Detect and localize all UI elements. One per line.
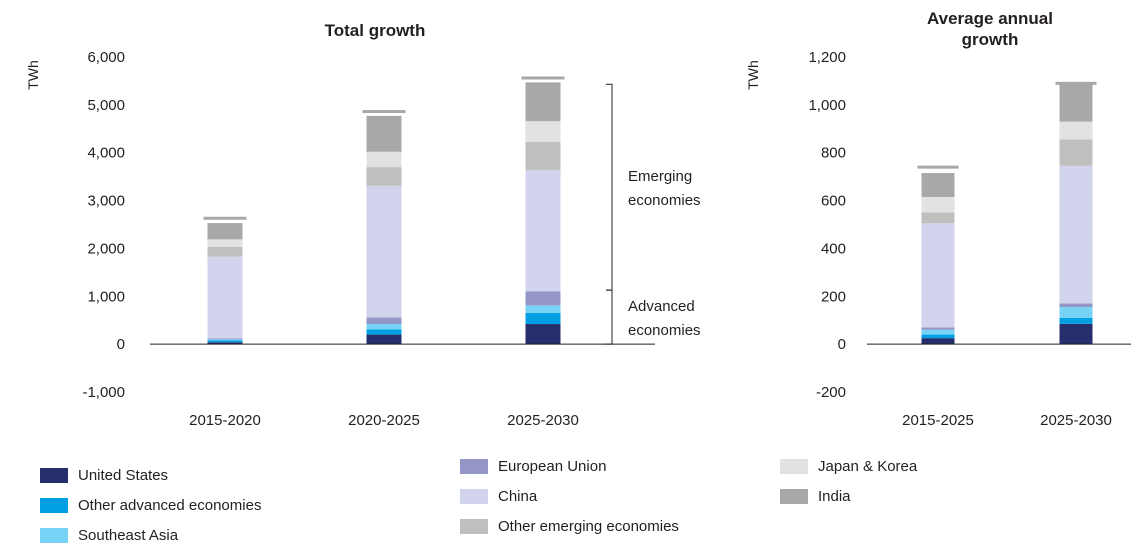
bar-segment-united-states xyxy=(1059,323,1093,345)
bar-segment-india xyxy=(525,82,561,122)
y-axis-label: TWh xyxy=(745,60,761,90)
bar-segment-china xyxy=(207,256,243,339)
bar-segment-southeast-asia xyxy=(1059,307,1093,318)
bar-segment-other-emerging-economies xyxy=(207,246,243,257)
bar-segment-european-union xyxy=(207,338,243,340)
bar-segment-china xyxy=(921,223,955,328)
legend-label-united-states: United States xyxy=(78,467,169,484)
legend-swatch-india xyxy=(780,489,808,504)
legend-item-japan-korea: Japan & Korea xyxy=(780,458,917,475)
y-tick-label: -1,000 xyxy=(82,384,125,401)
bar-segment-other-advanced-economies xyxy=(1059,317,1093,324)
legend-label-india: India xyxy=(818,488,851,505)
x-tick-label: 2025-2030 xyxy=(1040,412,1112,429)
bar-segment-united-states xyxy=(207,342,243,345)
legend-item-other-advanced-economies: Other advanced economies xyxy=(40,497,261,514)
bar-segment-southeast-asia xyxy=(525,305,561,314)
bar-segment-other-emerging-economies xyxy=(525,141,561,170)
bar-segment-india xyxy=(1059,83,1093,122)
bar-segment-united-states xyxy=(366,334,402,345)
legend-item-european-union: European Union xyxy=(460,458,606,475)
chart-title: Total growth xyxy=(325,21,426,40)
bar-segment-other-advanced-economies xyxy=(207,340,243,343)
bar-segment-other-emerging-economies xyxy=(921,212,955,224)
bar-segment-japan-korea xyxy=(207,239,243,247)
bar-segment-southeast-asia xyxy=(921,329,955,335)
y-tick-label: 1,200 xyxy=(808,49,846,66)
bar-segment-india xyxy=(366,115,402,152)
bar-segment-other-emerging-economies xyxy=(366,167,402,186)
bar-segment-china xyxy=(1059,165,1093,304)
bar-segment-other-advanced-economies xyxy=(921,334,955,339)
y-tick-label: 400 xyxy=(821,240,846,257)
bar-segment-japan-korea xyxy=(366,151,402,168)
y-tick-label: 600 xyxy=(821,193,846,210)
x-tick-label: 2020-2025 xyxy=(348,412,420,429)
bar-segment-japan-korea xyxy=(921,196,955,213)
legend-item-other-emerging-economies: Other emerging economies xyxy=(460,518,679,535)
legend-swatch-united-states xyxy=(40,468,68,483)
y-tick-label: 5,000 xyxy=(87,97,125,114)
y-axis-label: TWh xyxy=(25,60,41,90)
bar-segment-other-emerging-economies xyxy=(1059,139,1093,166)
legend-item-india: India xyxy=(780,488,851,505)
bar-segment-european-union xyxy=(525,291,561,306)
bar-segment-southeast-asia xyxy=(366,324,402,330)
y-tick-label: 4,000 xyxy=(87,145,125,162)
legend-swatch-japan-korea xyxy=(780,459,808,474)
legend-swatch-other-emerging-economies xyxy=(460,519,488,534)
bracket-advanced-economies xyxy=(606,289,613,345)
legend-item-china: China xyxy=(460,488,537,505)
bar-segment-united-states xyxy=(921,338,955,345)
y-tick-label: 3,000 xyxy=(87,193,125,210)
bar-segment-india xyxy=(207,223,243,240)
legend-label-southeast-asia: Southeast Asia xyxy=(78,527,179,544)
legend-swatch-european-union xyxy=(460,459,488,474)
legend-label-japan-korea: Japan & Korea xyxy=(818,458,918,475)
bar-segment-united-states xyxy=(525,324,561,345)
legend-label-other-emerging-economies: Other emerging economies xyxy=(498,518,679,535)
bar-segment-china xyxy=(525,169,561,292)
legend-label-other-advanced-economies: Other advanced economies xyxy=(78,497,262,514)
y-tick-label: 800 xyxy=(821,145,846,162)
legend-swatch-china xyxy=(460,489,488,504)
legend-label-china: China xyxy=(498,488,538,505)
legend-label-european-union: European Union xyxy=(498,458,607,475)
chart-annual: Average annual growth TWh -200 0 200 400 600 800… xyxy=(745,9,1131,429)
x-tick-label: 2025-2030 xyxy=(507,412,579,429)
bar-segment-other-advanced-economies xyxy=(366,329,402,335)
bar-segment-japan-korea xyxy=(1059,121,1093,140)
bar-segment-china xyxy=(366,185,402,318)
x-tick-label: 2015-2025 xyxy=(902,412,974,429)
legend-item-southeast-asia: Southeast Asia xyxy=(40,527,178,544)
bar-segment-european-union xyxy=(366,317,402,325)
bar-segment-other-advanced-economies xyxy=(525,313,561,325)
bar-segment-european-union xyxy=(921,327,955,330)
y-tick-label: -200 xyxy=(816,384,846,401)
chart-title: Average annual growth xyxy=(927,9,1053,49)
bar-segment-southeast-asia xyxy=(207,339,243,341)
chart-total: Total growth TWh -1,000 0 1,000 2,000 3,000 4,0… xyxy=(25,21,701,429)
bar-segment-european-union xyxy=(1059,303,1093,308)
annotation-emerging-economies: Emerging economies xyxy=(628,168,701,209)
y-tick-label: 0 xyxy=(117,336,125,353)
legend-swatch-other-advanced-economies xyxy=(40,498,68,513)
y-tick-label: 200 xyxy=(821,288,846,305)
legend-swatch-southeast-asia xyxy=(40,528,68,543)
y-tick-label: 0 xyxy=(838,336,846,353)
annotation-advanced-economies: Advanced economies xyxy=(628,298,701,339)
y-tick-label: 6,000 xyxy=(87,49,125,66)
bracket-emerging-economies xyxy=(606,83,613,291)
y-tick-label: 1,000 xyxy=(808,97,846,114)
legend-item-united-states: United States xyxy=(40,467,168,484)
y-tick-label: 1,000 xyxy=(87,288,125,305)
bar-segment-india xyxy=(921,173,955,197)
y-tick-label: 2,000 xyxy=(87,240,125,257)
x-tick-label: 2015-2020 xyxy=(189,412,261,429)
bar-segment-japan-korea xyxy=(525,121,561,142)
